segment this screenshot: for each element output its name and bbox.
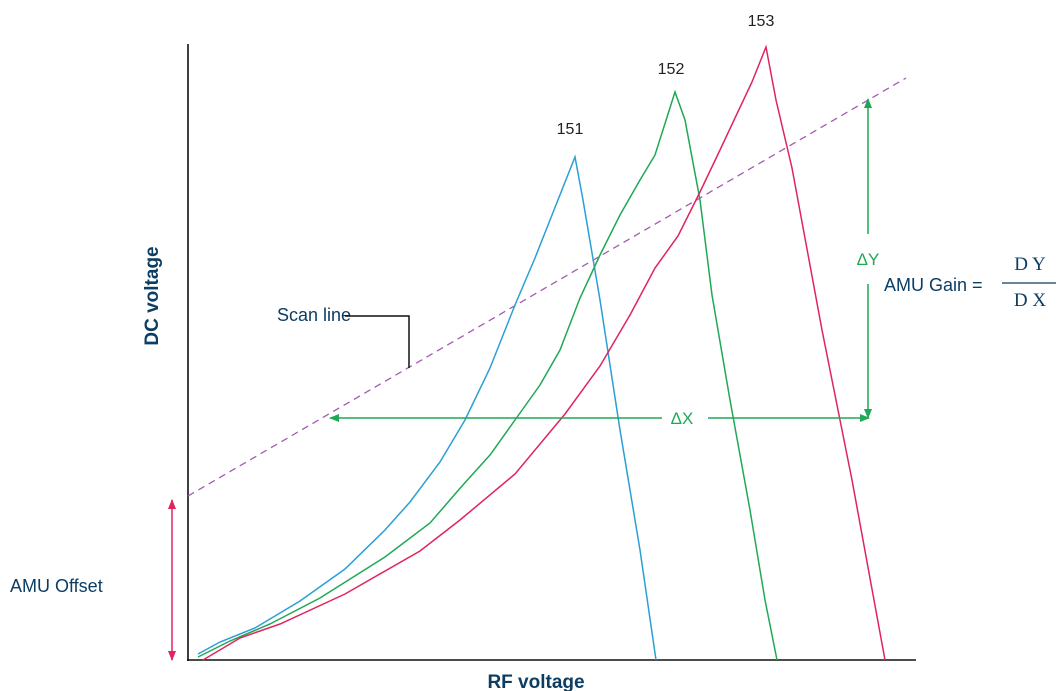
delta-y-label: ΔY (857, 250, 880, 269)
peak-label-153: 153 (748, 13, 775, 30)
x-axis-title: RF voltage (487, 672, 584, 691)
peak-label-152: 152 (658, 61, 685, 78)
scan-line (187, 77, 907, 497)
delta-x-label: ΔX (671, 409, 694, 428)
peak-151-curve (197, 154, 657, 661)
peak-152-curve (197, 89, 778, 661)
peak-label-151: 151 (557, 121, 584, 138)
amu-gain-denominator: D X (1014, 290, 1046, 311)
amu-gain-numerator: D Y (1014, 254, 1046, 275)
peak-153-curve (202, 44, 886, 661)
y-axis-title: DC voltage (142, 246, 163, 345)
amu-gain-label: AMU Gain = (884, 275, 983, 295)
scan-line-label: Scan line (277, 305, 351, 325)
amu-offset-label: AMU Offset (10, 576, 103, 596)
scan-line-leader (345, 315, 410, 368)
